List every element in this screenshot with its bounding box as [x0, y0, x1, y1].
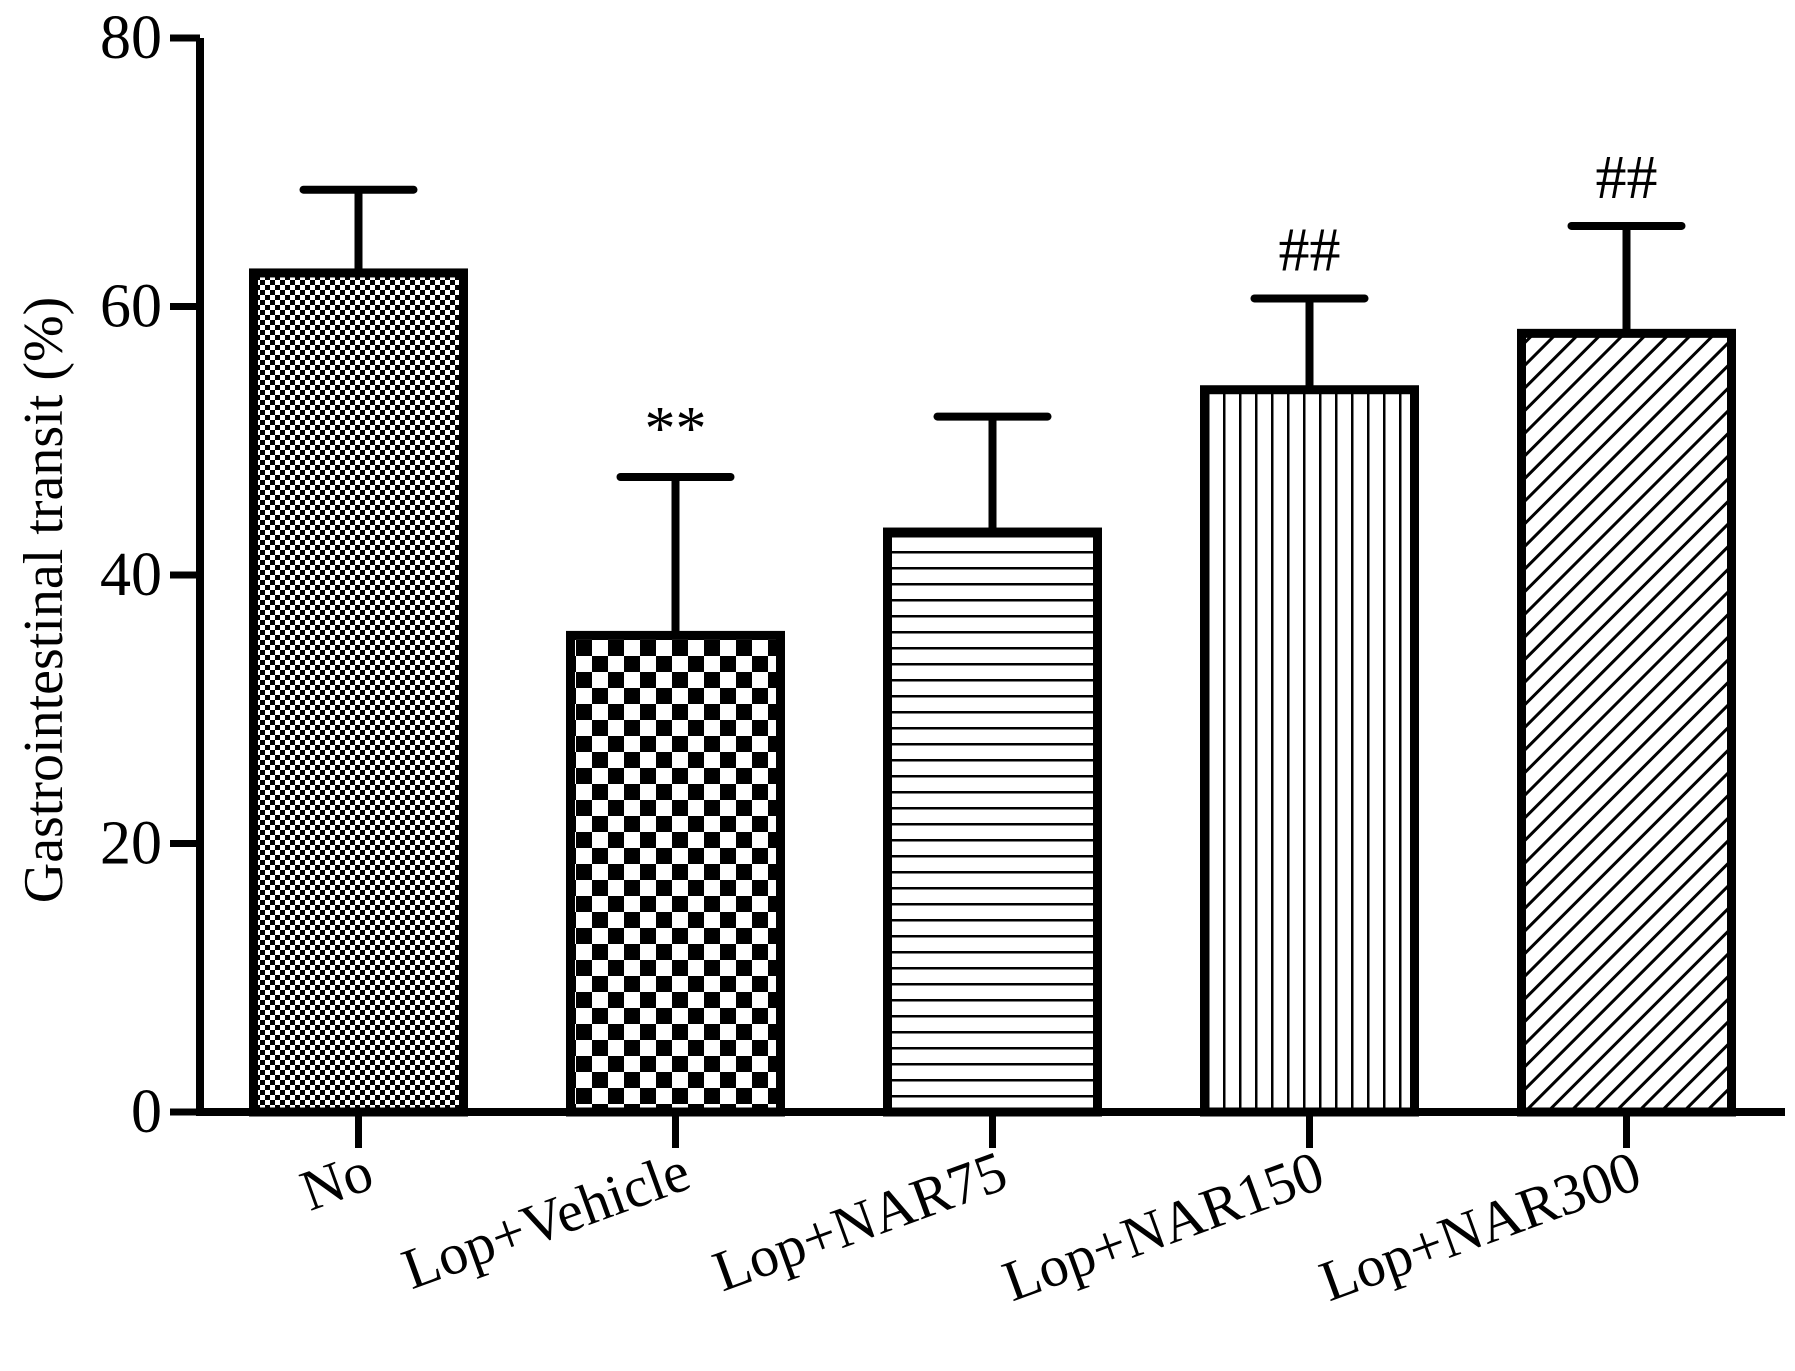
bar — [249, 268, 468, 1117]
bar — [883, 527, 1102, 1117]
x-tick-label: Lop+NAR150 — [994, 1138, 1332, 1314]
bar — [1200, 385, 1419, 1117]
y-tick-label: 40 — [100, 541, 162, 609]
bar — [566, 630, 785, 1117]
x-tick-label: No — [292, 1138, 381, 1223]
significance-annotation: ## — [1596, 144, 1658, 212]
y-tick-label: 60 — [100, 273, 162, 341]
x-tick-label: Lop+NAR300 — [1311, 1138, 1649, 1314]
bar — [1517, 328, 1736, 1117]
y-axis-ticks: 0 20 40 60 80 — [100, 4, 200, 1146]
axes — [196, 38, 1785, 1148]
bars: ** ## ## — [249, 144, 1736, 1117]
y-tick-label: 80 — [100, 4, 162, 72]
significance-annotation: ** — [645, 395, 707, 463]
x-tick-label: Lop+NAR75 — [705, 1138, 1015, 1304]
y-axis-title: Gastrointestinal transit (%) — [13, 297, 75, 904]
y-tick-label: 0 — [131, 1078, 162, 1146]
x-tick-label: Lop+Vehicle — [394, 1138, 698, 1302]
significance-annotation: ## — [1279, 216, 1341, 284]
x-axis-labels: No Lop+Vehicle Lop+NAR75Lop+NAR150Lop+NAR3… — [292, 1138, 1649, 1314]
y-tick-label: 20 — [100, 810, 162, 878]
